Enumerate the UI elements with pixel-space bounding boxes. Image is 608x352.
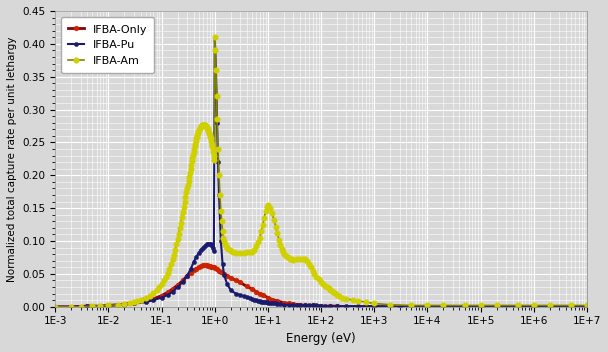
- IFBA-Pu: [52, 305, 59, 309]
- IFBA-Pu: [211, 35, 218, 39]
- IFBA-Am: [336, 294, 343, 298]
- X-axis label: Energy (eV): Energy (eV): [286, 332, 356, 345]
- IFBA-Am: [289, 258, 297, 262]
- IFBA-Pu: [184, 274, 191, 278]
- IFBA-Am: [279, 250, 286, 254]
- IFBA-Pu: [209, 244, 216, 248]
- IFBA-Pu: [396, 305, 403, 309]
- IFBA-Am: [212, 68, 219, 72]
- IFBA-Only: [217, 270, 224, 274]
- IFBA-Only: [248, 287, 255, 291]
- IFBA-Pu: [207, 242, 215, 246]
- Line: IFBA-Pu: IFBA-Pu: [54, 35, 589, 309]
- IFBA-Am: [200, 122, 207, 127]
- IFBA-Pu: [583, 305, 590, 309]
- IFBA-Only: [190, 268, 198, 272]
- IFBA-Only: [174, 283, 181, 287]
- IFBA-Pu: [240, 294, 247, 298]
- IFBA-Am: [221, 242, 229, 246]
- Line: IFBA-Only: IFBA-Only: [53, 263, 589, 309]
- IFBA-Only: [583, 305, 590, 309]
- IFBA-Only: [52, 305, 59, 309]
- IFBA-Am: [52, 305, 59, 309]
- IFBA-Only: [199, 263, 207, 268]
- Line: IFBA-Am: IFBA-Am: [52, 34, 590, 309]
- IFBA-Am: [211, 35, 218, 39]
- IFBA-Am: [583, 303, 590, 308]
- IFBA-Only: [343, 305, 350, 309]
- Legend: IFBA-Only, IFBA-Pu, IFBA-Am: IFBA-Only, IFBA-Pu, IFBA-Am: [61, 17, 154, 73]
- IFBA-Only: [121, 302, 128, 306]
- Y-axis label: Normalized total capture rate per unit lethargy: Normalized total capture rate per unit l…: [7, 36, 17, 282]
- IFBA-Pu: [212, 48, 219, 52]
